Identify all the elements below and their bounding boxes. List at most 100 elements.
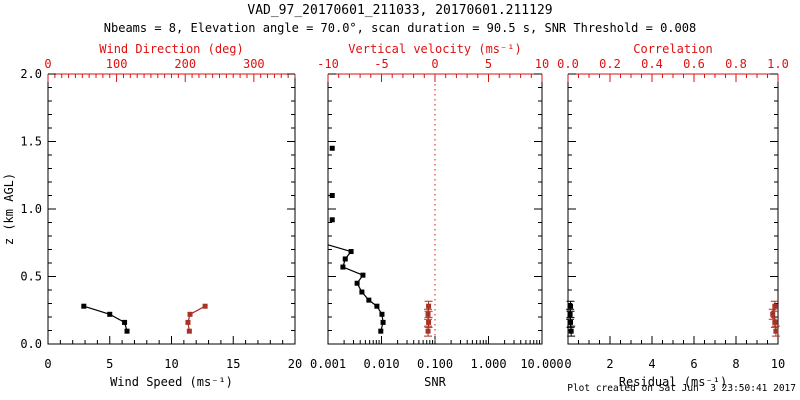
x-tick-label: 10	[771, 357, 785, 371]
data-point-marker	[360, 272, 366, 278]
data-point-marker	[342, 256, 348, 262]
x-tick-label: 0.010	[363, 357, 399, 371]
top-tick-label: 10	[535, 57, 549, 71]
y-tick-label: 1.0	[20, 202, 42, 216]
data-point-marker	[366, 297, 372, 303]
x-tick-label: 4	[648, 357, 655, 371]
data-point-marker	[202, 303, 208, 309]
data-point-marker	[426, 303, 432, 309]
data-point-marker	[374, 303, 380, 309]
top-tick-label: 100	[106, 57, 128, 71]
x-tick-label: 0.001	[310, 357, 346, 371]
x-tick-label: 6	[690, 357, 697, 371]
plot-title: VAD_97_20170601_211033, 20170601.211129	[247, 3, 553, 18]
series-snr-below-scale	[329, 145, 335, 223]
top-axis-title: Vertical velocity (ms⁻¹)	[348, 42, 521, 56]
data-point-marker	[425, 311, 431, 317]
x-tick-label: 2	[606, 357, 613, 371]
data-point-marker	[568, 328, 574, 334]
data-point-marker	[773, 328, 779, 334]
bottom-axis-ticks	[47, 336, 296, 344]
plot-created-timestamp: Plot created on Sat Jun 3 23:50:41 2017	[567, 383, 796, 394]
data-point-marker	[568, 319, 574, 325]
series-correlation	[768, 300, 780, 337]
data-point-marker	[185, 319, 191, 325]
panel-1: 0 5 10 15 20 Wind Speed (ms⁻¹) 0 100 200 300Wind …	[2, 42, 302, 389]
x-tick-label: 8	[732, 357, 739, 371]
plot-subtitle: Nbeams = 8, Elevation angle = 70.0°, sca…	[103, 21, 697, 35]
panel-frame	[567, 74, 779, 345]
data-point-marker	[772, 303, 778, 309]
top-tick-label: 0.6	[683, 57, 705, 71]
bottom-axis-ticks	[567, 336, 779, 344]
top-tick-label: 1.0	[767, 57, 789, 71]
series-wind-speed	[81, 303, 130, 334]
series-line	[327, 244, 384, 332]
y-tick-label: 2.0	[20, 67, 42, 81]
y-tick-label: 1.5	[20, 135, 42, 149]
top-tick-label: 0	[431, 57, 438, 71]
x-tick-label: 1.000	[470, 357, 506, 371]
data-point-marker	[329, 145, 335, 151]
x-tick-label: 20	[288, 357, 302, 371]
x-tick-label: 5	[106, 357, 113, 371]
y-axis-ticks	[48, 73, 295, 345]
data-point-marker	[770, 311, 776, 317]
series-line	[83, 305, 128, 332]
top-axis-ticks	[567, 74, 779, 82]
panel-frame	[47, 74, 296, 345]
top-axis-ticks	[327, 74, 543, 82]
series-line	[187, 305, 206, 332]
x-axis-title: Wind Speed (ms⁻¹)	[110, 375, 233, 389]
top-tick-label: 5	[485, 57, 492, 71]
data-point-marker	[567, 311, 573, 317]
data-point-marker	[187, 311, 193, 317]
data-point-marker	[426, 319, 432, 325]
y-tick-label: 0.0	[20, 337, 42, 351]
data-point-marker	[380, 319, 386, 325]
series-line	[772, 306, 777, 332]
top-axis-title: Correlation	[633, 42, 712, 56]
x-tick-label: 0	[44, 357, 51, 371]
x-tick-label: 10.000	[520, 357, 563, 371]
panel-3: 0 2 4 6 8 10 Residual (ms⁻¹) 0.0 0.2 0.4 0.6 0.8 1.0…	[557, 42, 789, 389]
x-axis-title: Residual (ms⁻¹)	[619, 375, 727, 389]
data-point-marker	[772, 319, 778, 325]
bottom-axis-ticks	[327, 336, 543, 344]
x-tick-label: 15	[226, 357, 240, 371]
data-point-marker	[329, 193, 335, 198]
data-point-marker	[354, 280, 360, 286]
panel-2: 0.001 0.010 0.100 1.000 10.000 SNR -10 -5 0 5 10 Ve…	[310, 42, 564, 389]
top-axis-ticks	[47, 74, 296, 82]
y-axis-title: z (km AGL)	[2, 173, 16, 245]
x-tick-label: 10	[164, 357, 178, 371]
top-axis-title: Wind Direction (deg)	[99, 42, 244, 56]
y-axis-ticks	[568, 73, 778, 345]
top-tick-label: 300	[243, 57, 265, 71]
top-tick-label: -5	[374, 57, 388, 71]
x-tick-label: 0.100	[417, 357, 453, 371]
top-tick-label: 0	[44, 57, 51, 71]
top-tick-label: 0.0	[557, 57, 579, 71]
y-tick-label: 0.5	[20, 270, 42, 284]
top-tick-label: 0.8	[725, 57, 747, 71]
data-point-marker	[186, 328, 192, 334]
top-tick-label: 0.2	[599, 57, 621, 71]
data-point-marker	[107, 311, 113, 317]
x-tick-label: 0	[564, 357, 571, 371]
data-point-marker	[359, 289, 365, 295]
top-tick-label: 200	[174, 57, 196, 71]
data-point-marker	[379, 311, 385, 317]
y-axis-ticks	[328, 73, 542, 345]
top-tick-label: -10	[317, 57, 339, 71]
series-residual	[566, 300, 576, 337]
data-point-marker	[124, 328, 130, 334]
x-axis-title: SNR	[424, 375, 446, 389]
top-tick-label: 0.4	[641, 57, 663, 71]
series-wind-direction	[185, 303, 208, 334]
data-point-marker	[348, 249, 354, 255]
series-vertical-velocity	[424, 300, 433, 337]
data-point-marker	[81, 303, 87, 309]
data-point-marker	[378, 328, 384, 334]
